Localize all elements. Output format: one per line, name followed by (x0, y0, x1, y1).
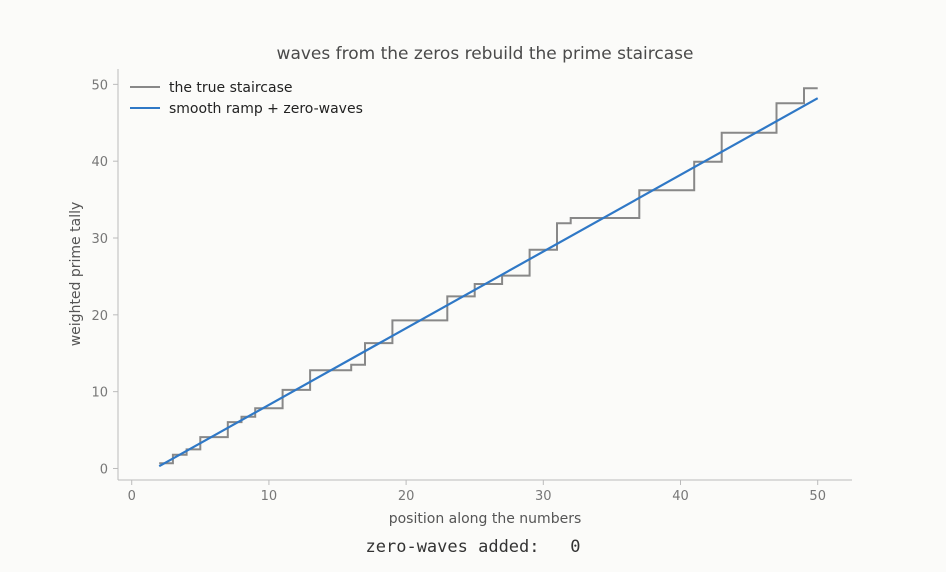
chart-title: waves from the zeros rebuild the prime s… (277, 44, 694, 64)
zero-waves-counter: zero-waves added: 0 (0, 537, 946, 557)
axes (117, 69, 852, 481)
y-tick-label: 20 (91, 309, 108, 324)
y-tick-label: 0 (100, 462, 108, 477)
x-tick-label: 0 (128, 489, 136, 504)
legend-label-smooth-ramp: smooth ramp + zero-waves (169, 101, 363, 117)
y-tick-label: 50 (91, 78, 108, 93)
y-ticks: 0 10 20 30 40 50 (91, 78, 118, 477)
counter-label: zero-waves added: (365, 537, 540, 557)
legend-label-true-staircase: the true staircase (169, 80, 293, 96)
x-tick-label: 50 (809, 489, 826, 504)
x-tick-label: 30 (535, 489, 552, 504)
x-tick-label: 10 (261, 489, 278, 504)
x-tick-label: 20 (398, 489, 415, 504)
legend: the true staircase smooth ramp + zero-wa… (130, 80, 363, 117)
x-tick-label: 40 (672, 489, 689, 504)
y-tick-label: 10 (91, 386, 108, 401)
y-tick-label: 30 (91, 232, 108, 247)
legend-entry-smooth-ramp: smooth ramp + zero-waves (130, 101, 363, 117)
y-tick-label: 40 (91, 155, 108, 170)
x-axis-label: position along the numbers (389, 511, 582, 527)
smooth-ramp-line (158, 97, 819, 468)
x-ticks: 0 10 20 30 40 50 (128, 480, 826, 504)
legend-entry-true-staircase: the true staircase (130, 80, 293, 96)
y-axis-label: weighted prime tally (68, 202, 84, 347)
counter-value: 0 (570, 537, 581, 557)
true-staircase-line (159, 87, 818, 465)
plot-area (158, 87, 819, 468)
